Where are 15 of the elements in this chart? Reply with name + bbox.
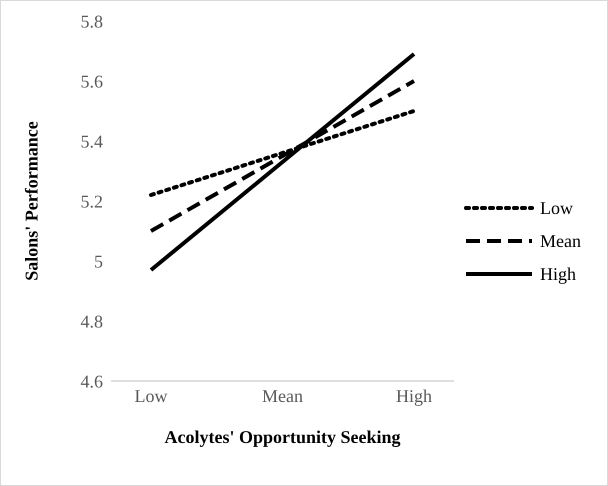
y-tick-label: 4.8 — [80, 311, 103, 332]
y-tick-label: 5.6 — [80, 71, 103, 92]
x-tick-label: Low — [134, 386, 168, 406]
legend-label: Low — [540, 198, 574, 218]
y-tick-label: 4.6 — [80, 371, 103, 392]
y-axis-title: Salons' Performance — [21, 121, 42, 281]
y-tick-label: 5.2 — [80, 191, 103, 212]
legend-label: High — [540, 264, 576, 284]
x-axis-title: Acolytes' Opportunity Seeking — [164, 427, 401, 447]
x-tick-label: High — [396, 386, 432, 406]
y-tick-label: 5 — [94, 251, 103, 272]
y-tick-label: 5.8 — [80, 11, 103, 32]
legend-label: Mean — [540, 230, 581, 252]
y-tick-label: 5.4 — [80, 131, 103, 152]
x-tick-label: Mean — [262, 386, 303, 406]
